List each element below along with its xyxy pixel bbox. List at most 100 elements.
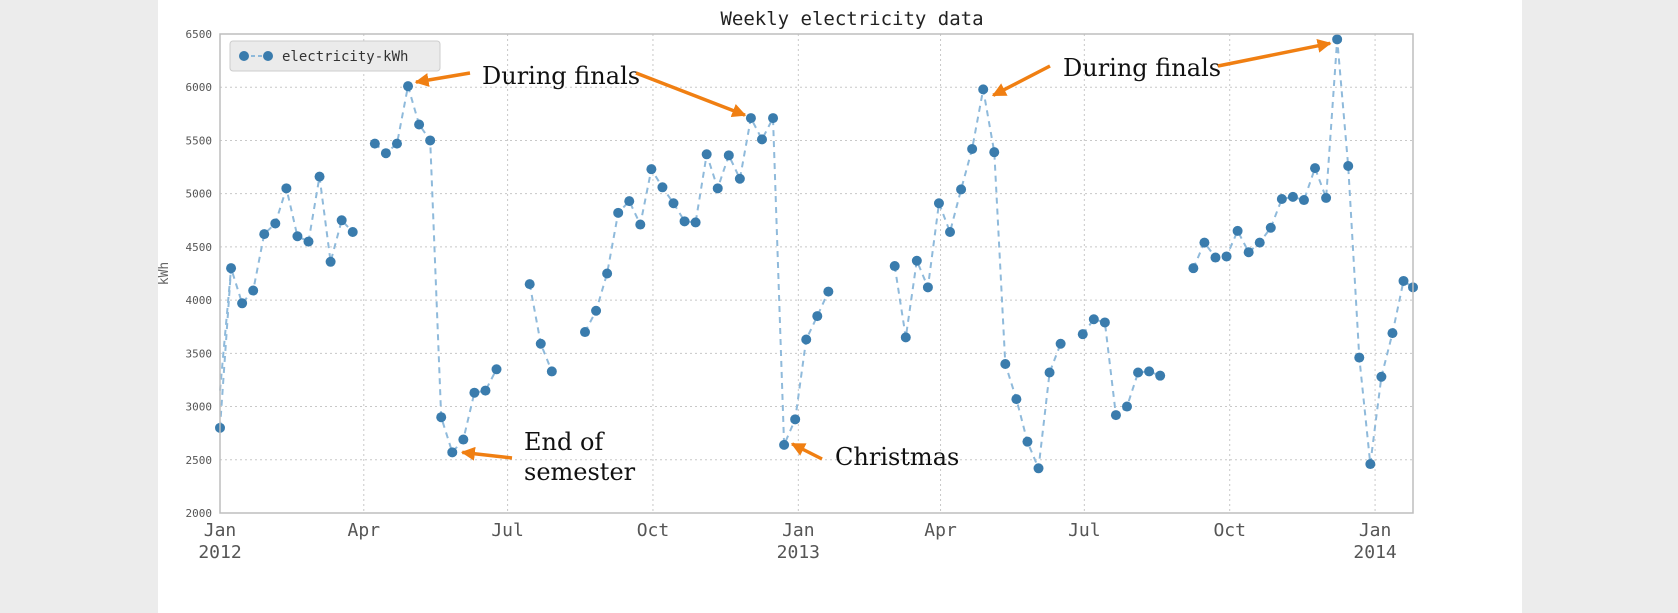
annotation-arrow [1217,38,1332,68]
data-point [635,219,646,230]
data-point [1310,163,1321,174]
data-point [1155,370,1166,381]
x-tick-year-label: 2012 [198,542,241,563]
y-tick-label: 4000 [186,294,213,307]
y-tick-label: 5500 [186,134,213,147]
data-point [391,138,402,149]
data-point [723,150,734,161]
data-point [1199,237,1210,248]
annotation-text: semester [524,458,636,486]
legend-box [229,40,441,72]
annotation-arrow [460,446,513,461]
data-point [1000,358,1011,369]
legend: electricity-kWh [229,40,441,72]
data-point [823,286,834,297]
data-point [414,119,425,130]
data-point [801,334,812,345]
y-tick-label: 6500 [186,28,213,41]
data-point [425,135,436,146]
data-point [347,226,358,237]
data-point [911,255,922,266]
data-point [1243,247,1254,258]
data-point [1265,222,1276,233]
annotation-text: During finals [1063,54,1221,82]
data-point [922,282,933,293]
data-point [1099,317,1110,328]
data-point [1365,459,1376,470]
legend-marker [263,51,273,61]
annotation-text: End of [524,428,605,456]
data-point [1033,463,1044,474]
data-point [1133,367,1144,378]
data-point [1055,338,1066,349]
axis-layer: 2000 2500 3000 3500 4000 4500 5000 5500 6000 6500… [186,28,1397,563]
data-point [1287,191,1298,202]
data-point [314,171,325,182]
data-point [458,434,469,445]
data-point [657,182,668,193]
data-point [613,207,624,218]
x-tick-year-label: 2014 [1353,542,1396,563]
data-point [1321,192,1332,203]
x-tick-year-label: 2013 [777,542,820,563]
series-line-layer [219,39,1414,473]
data-point [956,184,967,195]
data-point [336,215,347,226]
data-point [1221,251,1232,262]
y-tick-label: 2500 [186,454,213,467]
data-point [945,226,956,237]
data-point [1387,328,1398,339]
data-point [1011,394,1022,405]
data-point [756,134,767,145]
data-point [469,387,480,398]
plot-frame [219,33,1414,514]
data-point [1276,193,1287,204]
y-tick-label: 3000 [186,401,213,414]
data-point [535,338,546,349]
series-points-layer [215,34,1418,474]
data-point [745,113,756,124]
data-point [248,285,259,296]
x-tick-label: Jan [204,520,237,541]
data-point [978,84,989,95]
chart-stage: Weekly electricity data 2000 2500 3000 3500… [158,0,1522,613]
data-point [889,261,900,272]
data-point [701,149,712,160]
x-tick-label: Jul [491,520,524,541]
data-point [491,364,502,375]
data-point [436,412,447,423]
data-point [933,198,944,209]
y-tick-label: 5000 [186,188,213,201]
y-tick-label: 3500 [186,347,213,360]
annotation-text: During finals [482,62,640,90]
y-tick-label: 2000 [186,507,213,520]
data-point [900,332,911,343]
y-tick-label: 4500 [186,241,213,254]
x-tick-label: Jan [782,520,815,541]
annotation-arrow [414,71,471,87]
annotation-arrow [790,442,823,461]
data-point [237,298,248,309]
data-point [989,147,1000,158]
data-point [1298,195,1309,206]
data-point [270,218,281,229]
x-tick-label: Apr [348,520,381,541]
data-point [524,279,535,290]
legend-label: electricity-kWh [282,49,408,65]
annotation-arrow [991,64,1051,97]
data-point [646,164,657,175]
data-point [325,256,336,267]
data-point [679,216,690,227]
data-point [812,311,823,322]
data-point [480,385,491,396]
data-point [1022,436,1033,447]
data-point [1210,252,1221,263]
data-point [1354,352,1365,363]
grid-layer [219,33,1413,514]
data-point [1343,160,1354,171]
data-point [1332,34,1343,45]
data-point [226,263,237,274]
data-point [403,81,414,92]
data-point [1398,275,1409,286]
